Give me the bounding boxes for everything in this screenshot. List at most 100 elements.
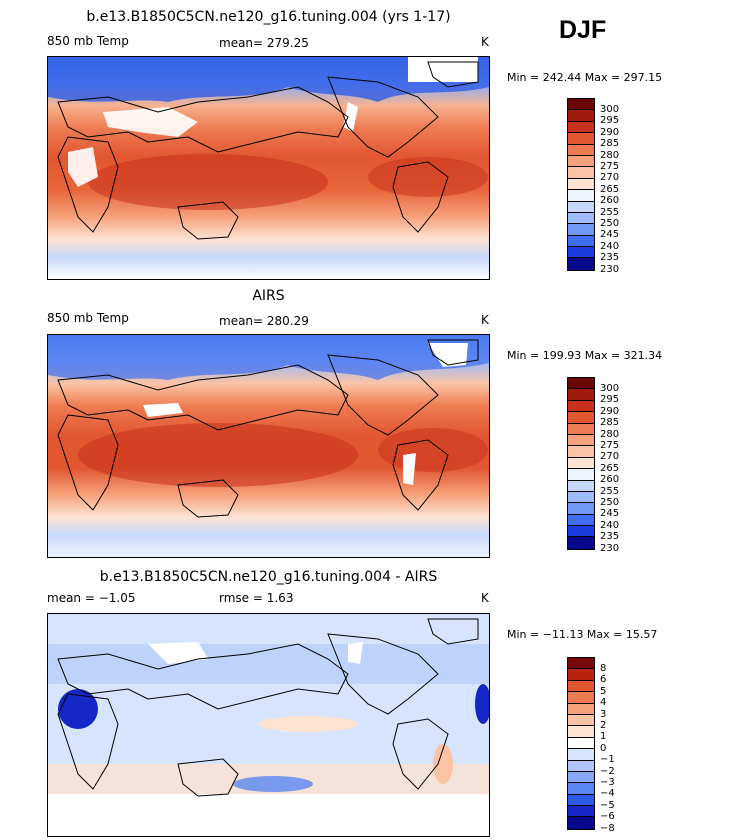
season-label: DJF xyxy=(559,16,607,44)
minmax-label: Min = 242.44 Max = 297.15 xyxy=(507,71,663,84)
colorbar-swatch xyxy=(568,703,594,715)
unit-label: K xyxy=(481,313,489,327)
colorbar-swatch xyxy=(568,680,594,693)
colorbar-label: 270 xyxy=(600,451,620,463)
colorbar-label: 0 xyxy=(600,742,607,754)
map-graphic xyxy=(48,57,489,279)
unit-label: K xyxy=(481,35,489,49)
colorbar-swatches xyxy=(567,657,595,830)
colorbar-swatch xyxy=(568,133,594,145)
colorbar-label: 265 xyxy=(600,183,620,195)
colorbar-swatch xyxy=(568,212,594,225)
temperature-map-airs xyxy=(47,334,490,558)
colorbar-label: 295 xyxy=(600,394,620,406)
colorbar-swatch xyxy=(568,658,594,670)
colorbar-swatch xyxy=(568,121,594,134)
colorbar-label: −1 xyxy=(600,754,615,766)
panel-title: b.e13.B1850C5CN.ne120_g16.tuning.004 (yr… xyxy=(86,9,451,25)
colorbar-swatch xyxy=(568,749,594,761)
colorbar-label: 235 xyxy=(600,531,620,543)
colorbar-swatch xyxy=(568,457,594,470)
colorbar-swatch xyxy=(568,235,594,248)
unit-label: K xyxy=(481,591,489,605)
colorbar-label: 295 xyxy=(600,115,620,127)
colorbar-swatch xyxy=(568,224,594,236)
colorbar-swatch xyxy=(568,190,594,202)
minmax-label: Min = 199.93 Max = 321.34 xyxy=(507,349,663,362)
map-graphic xyxy=(48,335,489,557)
colorbar-label: 280 xyxy=(600,149,620,161)
colorbar-swatch xyxy=(568,247,594,259)
colorbar-swatch xyxy=(568,446,594,458)
colorbar-label: 245 xyxy=(600,229,620,241)
colorbar-swatch xyxy=(568,692,594,704)
difference-map xyxy=(47,613,490,837)
colorbar-swatch xyxy=(568,389,594,401)
colorbar-swatch xyxy=(568,99,594,111)
colorbar-swatch xyxy=(568,378,594,390)
colorbar-swatch xyxy=(568,400,594,413)
colorbar-label: 4 xyxy=(600,697,607,709)
colorbar-label: 285 xyxy=(600,417,620,429)
colorbar-swatch xyxy=(568,258,594,270)
colorbar-label: 1 xyxy=(600,731,607,743)
field-label: 850 mb Temp xyxy=(47,311,129,325)
colorbar-label: 290 xyxy=(600,405,620,417)
map-graphic xyxy=(48,614,489,836)
colorbar-label: 265 xyxy=(600,462,620,474)
colorbar-label: 300 xyxy=(600,383,620,394)
colorbar-swatch xyxy=(568,412,594,424)
colorbar-label: 240 xyxy=(600,519,620,531)
colorbar-swatch xyxy=(568,726,594,738)
colorbar-label: 275 xyxy=(600,440,620,451)
rmse-label: rmse = 1.63 xyxy=(219,591,294,605)
colorbar-label: 230 xyxy=(600,263,620,275)
colorbar-label: −2 xyxy=(600,765,615,777)
colorbar-swatch xyxy=(568,201,594,213)
colorbar-label: 6 xyxy=(600,674,607,686)
colorbar-label: −8 xyxy=(600,822,615,834)
colorbar-label: 5 xyxy=(600,685,607,697)
colorbar-label: 255 xyxy=(600,206,620,218)
colorbar-swatch xyxy=(568,469,594,481)
colorbar-label: 250 xyxy=(600,218,620,229)
colorbar-label: 255 xyxy=(600,485,620,497)
colorbar-label: −3 xyxy=(600,777,615,788)
panel-title: AIRS xyxy=(252,288,285,304)
colorbar-label: 3 xyxy=(600,708,607,720)
colorbar-swatch xyxy=(568,760,594,772)
colorbar-swatch xyxy=(568,178,594,191)
colorbar-label: 300 xyxy=(600,104,620,115)
colorbar-swatch xyxy=(568,144,594,156)
colorbar-label: 230 xyxy=(600,542,620,554)
minmax-label: Min = −11.13 Max = 15.57 xyxy=(507,628,658,641)
colorbar-swatch xyxy=(568,537,594,549)
colorbar-label: 2 xyxy=(600,720,607,731)
panel-title: b.e13.B1850C5CN.ne120_g16.tuning.004 - A… xyxy=(99,569,438,585)
colorbar-label: 235 xyxy=(600,252,620,264)
colorbar-swatch xyxy=(568,817,594,829)
colorbar-label: 270 xyxy=(600,172,620,184)
colorbar-swatch xyxy=(568,155,594,168)
colorbar-swatch xyxy=(568,771,594,784)
colorbar-swatch xyxy=(568,423,594,435)
temperature-map-model xyxy=(47,56,490,280)
colorbar-label: 280 xyxy=(600,428,620,440)
colorbar-swatch xyxy=(568,503,594,515)
colorbar-label: 240 xyxy=(600,240,620,252)
colorbar-swatch xyxy=(568,714,594,727)
colorbar-swatch xyxy=(568,167,594,179)
mean-label: mean= 279.25 xyxy=(219,36,309,50)
colorbar-swatch xyxy=(568,737,594,750)
colorbar-label: −4 xyxy=(600,788,615,800)
colorbar-label: 290 xyxy=(600,126,620,138)
colorbar-swatch xyxy=(568,480,594,492)
colorbar-swatch xyxy=(568,110,594,122)
mean-label: mean = −1.05 xyxy=(47,591,136,605)
colorbar-label: 250 xyxy=(600,497,620,508)
field-label: 850 mb Temp xyxy=(47,34,129,48)
colorbar-swatch xyxy=(568,794,594,807)
colorbar-swatch xyxy=(568,783,594,795)
colorbar-label: 260 xyxy=(600,474,620,486)
colorbar-swatches xyxy=(567,377,595,550)
